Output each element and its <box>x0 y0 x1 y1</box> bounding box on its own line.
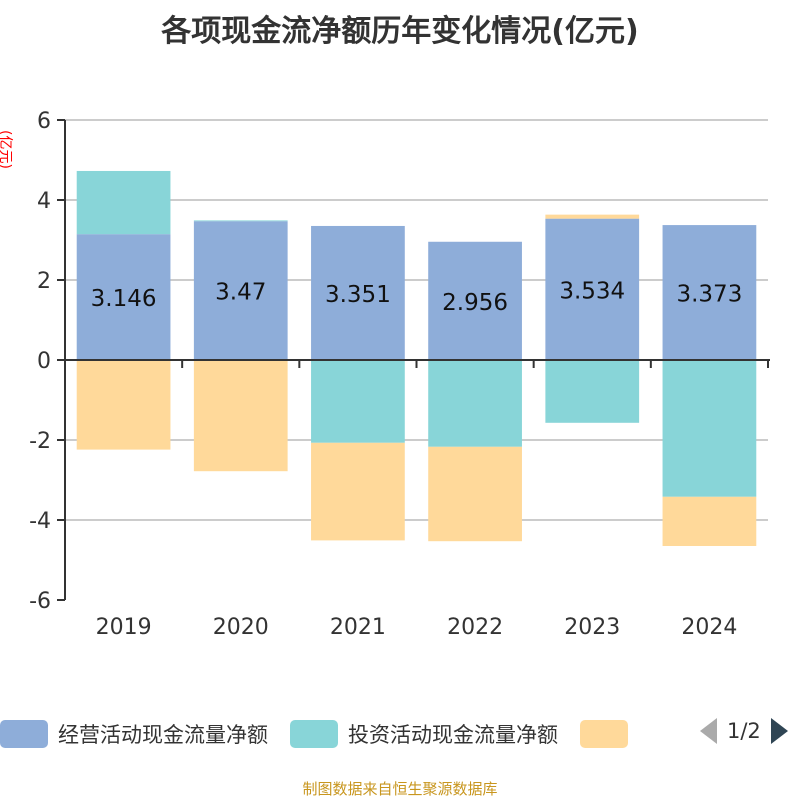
legend-swatch <box>0 720 48 748</box>
bar-investing <box>545 360 640 423</box>
data-label: 3.373 <box>676 282 742 308</box>
data-label: 3.146 <box>91 286 157 312</box>
page-indicator: 1/2 <box>727 719 761 743</box>
y-tick-label: -4 <box>29 509 51 534</box>
source-note: 制图数据来自恒生聚源数据库 <box>302 780 498 798</box>
prev-page-icon[interactable] <box>700 718 717 744</box>
bar-operating <box>662 225 757 360</box>
data-label: 3.534 <box>559 278 625 304</box>
chart-title: 各项现金流净额历年变化情况(亿元) <box>161 14 639 49</box>
y-tick-label: 0 <box>37 349 51 374</box>
bar-operating <box>311 225 405 360</box>
bar-financing <box>193 360 288 472</box>
legend-pager: 1/2 <box>700 718 788 744</box>
y-tick-label: 4 <box>37 189 51 214</box>
x-tick-label: 2021 <box>330 615 386 640</box>
legend-item-operating[interactable]: 经营活动现金流量净额 <box>0 719 268 749</box>
legend-swatch <box>580 720 628 748</box>
bar-financing <box>428 446 522 542</box>
bar-operating <box>76 234 171 360</box>
bar-operating <box>428 241 522 360</box>
y-tick-label: 6 <box>37 109 51 134</box>
bar-financing <box>311 442 405 541</box>
x-tick-label: 2020 <box>213 615 269 640</box>
x-tick-label: 2022 <box>447 615 503 640</box>
bar-investing <box>428 360 522 447</box>
legend-swatch <box>290 720 338 748</box>
bar-investing <box>662 360 757 497</box>
bar-financing <box>545 214 640 219</box>
bar-financing <box>662 496 757 546</box>
y-tick-label: -6 <box>29 589 51 614</box>
y-tick-label: 2 <box>37 269 51 294</box>
y-tick-label: -2 <box>29 429 51 454</box>
x-tick-label: 2019 <box>96 615 152 640</box>
legend-item-investing[interactable]: 投资活动现金流量净额 <box>290 719 558 749</box>
next-page-icon[interactable] <box>770 718 788 744</box>
data-label: 2.956 <box>442 290 508 316</box>
data-label: 3.351 <box>325 282 391 308</box>
legend-label: 投资活动现金流量净额 <box>348 723 558 747</box>
bar-operating <box>193 221 288 360</box>
bar-financing <box>76 360 171 450</box>
x-tick-label: 2023 <box>564 615 620 640</box>
x-tick-label: 2024 <box>681 615 737 640</box>
bar-investing <box>76 170 171 235</box>
data-label: 3.47 <box>215 280 266 306</box>
legend-item-financing[interactable] <box>580 720 628 748</box>
bar-investing <box>193 220 288 222</box>
chart-area: -6 -4 -2 0 2 4 6 3.146 2019 3.47 2020 3.351 2021 2.95… <box>29 109 770 640</box>
legend: 经营活动现金流量净额 投资活动现金流量净额 <box>0 718 650 750</box>
legend-label: 经营活动现金流量净额 <box>58 723 268 747</box>
bar-investing <box>311 360 405 443</box>
bar-operating <box>545 218 640 360</box>
